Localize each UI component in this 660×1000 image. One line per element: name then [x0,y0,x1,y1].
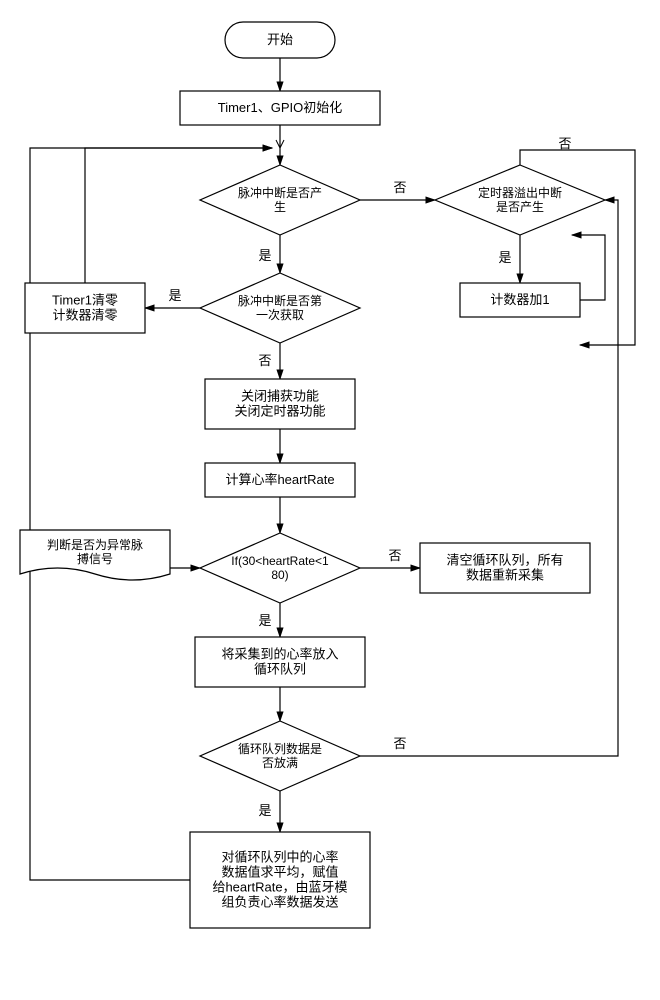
node-label: 组负责心率数据发送 [221,895,338,910]
node-label: 脉冲中断是否产 [238,185,322,200]
node-label: Timer1、GPIO初始化 [218,100,342,115]
node-label: 脉冲中断是否第 [238,293,322,308]
node-label: If(30<heartRate<1 [231,554,329,568]
node-label: 否放满 [262,755,298,770]
edge-label: 否 [558,136,571,151]
node-label: 80) [271,568,288,582]
edge-label: 否 [393,180,406,195]
node-label: 计算心率heartRate [225,472,334,487]
node-label: Timer1清零 [52,293,118,308]
edge-label: 否 [258,353,271,368]
node-label: 开始 [267,32,293,47]
node-label: 计数器加1 [490,292,549,307]
edge-label: 是 [168,288,181,303]
node-label: 定时器溢出中断 [478,185,562,200]
node-label: 一次获取 [256,308,304,322]
node-label: 是否产生 [496,200,544,214]
flowchart-canvas: 开始 Timer1、GPIO初始化脉冲中断是否产生 定时器溢出中断是否产生脉冲中断是… [0,0,660,1000]
edge-label: 是 [498,250,511,265]
node-label: 清空循环队列，所有 [446,553,563,568]
edge-label: 是 [258,803,271,818]
node-label: 生 [274,200,286,214]
node-label: 循环队列数据是 [238,741,322,756]
node-label: 关闭捕获功能 [241,389,319,404]
node-label: 给heartRate，由蓝牙模 [212,880,347,895]
node-label: 数据值求平均，赋值 [221,865,338,880]
edge-label: 否 [388,548,401,563]
node-label: 数据重新采集 [466,568,544,583]
node-label: 关闭定时器功能 [234,404,325,419]
node-label: 对循环队列中的心率 [221,850,338,865]
node-label: 判断是否为异常脉 [47,537,143,552]
node-label: 将采集到的心率放入 [221,647,338,662]
node-label: 循环队列 [254,662,306,677]
edge-label: 是 [258,613,271,628]
edge-label: 否 [393,736,406,751]
edge-label: 是 [258,248,271,263]
node-label: 搏信号 [77,552,113,566]
node-label: 计数器清零 [52,308,117,323]
